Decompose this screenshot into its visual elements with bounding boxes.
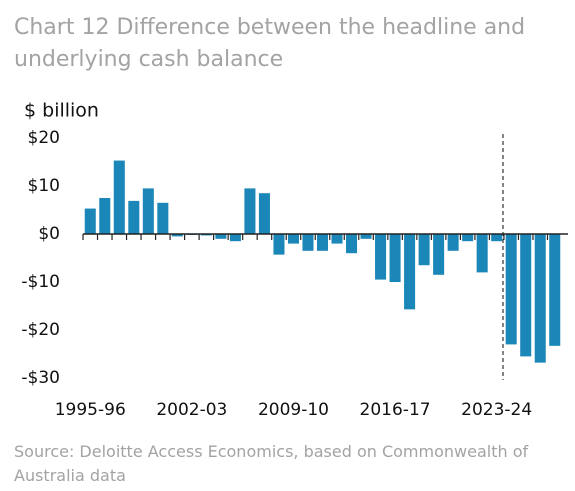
bar xyxy=(171,234,183,237)
x-tick-label: 2002-03 xyxy=(156,400,227,420)
bar xyxy=(418,234,430,266)
bar xyxy=(389,234,401,282)
bar xyxy=(491,234,503,242)
bar xyxy=(375,234,387,280)
bar xyxy=(346,234,358,254)
bar xyxy=(433,234,445,275)
bar xyxy=(404,234,416,310)
bar xyxy=(157,202,169,234)
bar xyxy=(331,234,343,244)
bar xyxy=(128,200,140,234)
y-tick-label: -$10 xyxy=(21,272,60,292)
y-tick-label: -$30 xyxy=(21,368,60,388)
x-tick-label: 2016-17 xyxy=(360,400,431,420)
bar xyxy=(244,188,256,234)
bar xyxy=(476,234,488,273)
bar xyxy=(142,188,154,234)
bar xyxy=(99,198,111,234)
y-tick-label: $10 xyxy=(28,176,60,196)
bar xyxy=(258,193,270,234)
bar xyxy=(505,234,517,345)
x-tick-label: 1995-96 xyxy=(55,400,126,420)
bar xyxy=(447,234,459,251)
y-tick-label: $0 xyxy=(38,224,60,244)
bar xyxy=(113,160,125,234)
y-axis-label: $ billion xyxy=(24,100,99,122)
bar xyxy=(84,208,96,234)
bar xyxy=(462,234,474,242)
bar xyxy=(273,234,285,255)
x-tick-label: 2009-10 xyxy=(258,400,329,420)
y-tick-label: -$20 xyxy=(21,320,60,340)
bar xyxy=(316,234,329,251)
y-tick-label: $20 xyxy=(28,128,60,148)
bar xyxy=(215,234,227,239)
bar xyxy=(287,234,299,244)
bar xyxy=(302,234,314,251)
bar xyxy=(360,234,372,239)
bar xyxy=(549,234,561,346)
bar xyxy=(520,234,532,357)
x-tick-label: 2023-24 xyxy=(461,400,532,420)
bar xyxy=(534,234,546,363)
chart-title: Chart 12 Difference between the headline… xyxy=(14,15,526,72)
bar xyxy=(229,234,241,242)
source-note: Source: Deloitte Access Economics, based… xyxy=(14,442,529,485)
chart: $ billion -$30 -$20 -$10 $0 $10 $20 1995-96 200… xyxy=(21,100,568,420)
